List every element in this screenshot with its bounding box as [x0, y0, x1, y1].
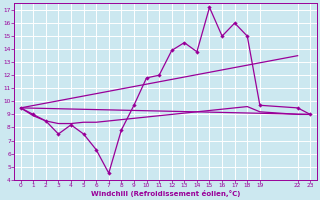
- X-axis label: Windchill (Refroidissement éolien,°C): Windchill (Refroidissement éolien,°C): [91, 190, 240, 197]
